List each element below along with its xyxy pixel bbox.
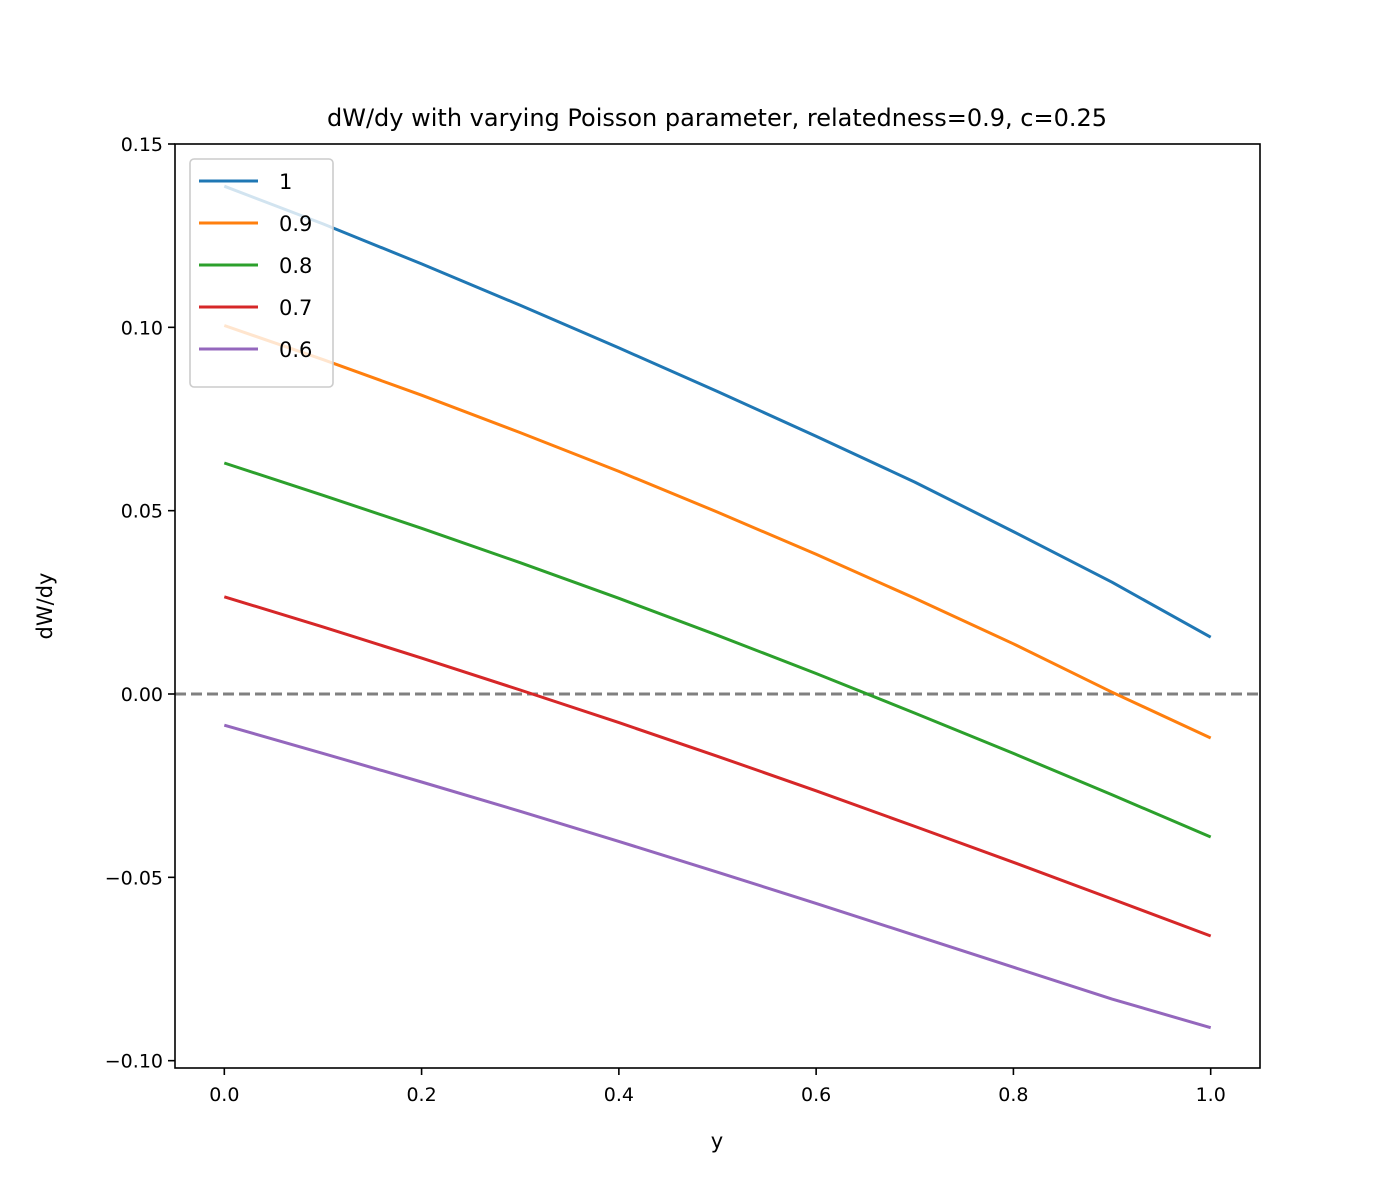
plot-frame — [174, 143, 1261, 1069]
plot-area — [175, 184, 1260, 1030]
legend-label-1: 0.9 — [279, 212, 312, 236]
x-tick-label: 0.4 — [604, 1084, 634, 1106]
chart-title: dW/dy with varying Poisson parameter, re… — [327, 104, 1107, 132]
legend-label-3: 0.7 — [279, 296, 312, 320]
y-tick-label: 0.00 — [121, 684, 163, 706]
x-axis-label: y — [711, 1129, 723, 1153]
axes: 0.0 0.2 0.4 0.6 0.8 1.0 −0.10 −0.05 0.00 0.05 0.10… — [105, 134, 1261, 1106]
y-tick-label: 0.05 — [121, 501, 163, 523]
series-line-3 — [223, 595, 1212, 938]
legend-box — [189, 158, 334, 388]
y-tick-label: 0.15 — [121, 134, 163, 156]
x-tick-label: 0.8 — [998, 1084, 1028, 1106]
y-axis-label: dW/dy — [33, 573, 57, 640]
x-tick-label: 1.0 — [1196, 1084, 1226, 1106]
series-line-1 — [223, 324, 1212, 740]
legend: 1 0.9 0.8 0.7 0.6 — [189, 158, 334, 388]
x-tick-label: 0.0 — [209, 1084, 239, 1106]
y-tick-label: −0.05 — [105, 867, 163, 889]
legend-label-0: 1 — [279, 170, 292, 194]
x-tick-label: 0.2 — [406, 1084, 436, 1106]
y-tick-label: −0.10 — [105, 1051, 163, 1073]
series-line-4 — [223, 723, 1212, 1030]
legend-label-2: 0.8 — [279, 254, 312, 278]
legend-label-4: 0.6 — [279, 338, 312, 362]
y-tick-label: 0.10 — [121, 317, 163, 339]
series-line-0 — [223, 184, 1212, 639]
series-line-2 — [223, 461, 1212, 839]
x-tick-label: 0.6 — [801, 1084, 831, 1106]
